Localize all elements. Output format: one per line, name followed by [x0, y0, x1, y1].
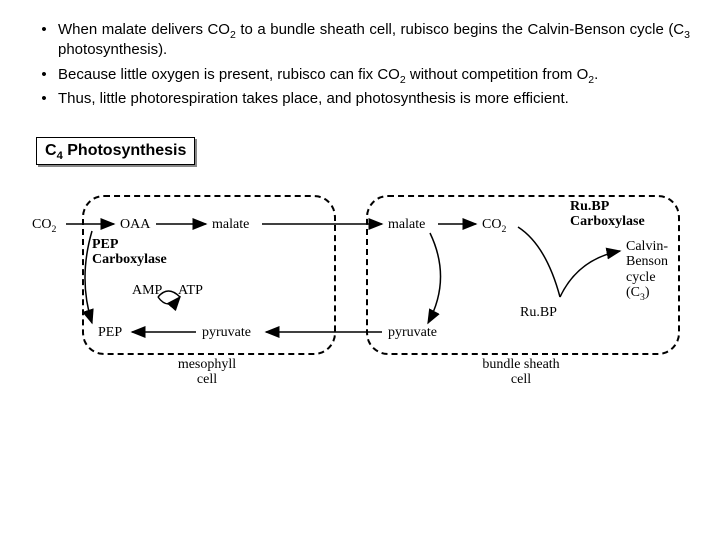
bullet-item: •Thus, little photorespiration takes pla… [30, 89, 690, 109]
title-pre: C [45, 142, 57, 159]
bullet-text: Thus, little photorespiration takes plac… [58, 89, 690, 109]
bullet-item: •When malate delivers CO2 to a bundle sh… [30, 20, 690, 61]
node-rubp: Ru.BP [520, 305, 557, 320]
bullet-mark: • [30, 20, 58, 61]
cell-label-mesophyll: mesophyllcell [157, 357, 257, 388]
node-atp: ATP [178, 283, 203, 298]
node-pep: PEP [98, 325, 122, 340]
c4-diagram: mesophyllcell bundle sheathcell CO2 OAA mala… [30, 189, 690, 409]
bullet-mark: • [30, 65, 58, 85]
node-malate_m: malate [212, 217, 249, 232]
node-amp: AMP [132, 283, 162, 298]
node-oaa: OAA [120, 217, 150, 232]
bullet-mark: • [30, 89, 58, 109]
bullet-item: •Because little oxygen is present, rubis… [30, 65, 690, 85]
node-co2_in: CO2 [32, 217, 56, 232]
title-box: C4 Photosynthesis [36, 137, 195, 165]
node-pyruvate_m: pyruvate [202, 325, 251, 340]
node-co2_b: CO2 [482, 217, 506, 232]
node-rubp_carb: Ru.BPCarboxylase [570, 199, 645, 230]
title-post: Photosynthesis [63, 142, 187, 159]
bullet-text: When malate delivers CO2 to a bundle she… [58, 20, 690, 61]
cell-label-bundle: bundle sheathcell [471, 357, 571, 388]
bullet-list: •When malate delivers CO2 to a bundle sh… [30, 20, 690, 109]
node-pyruvate_b: pyruvate [388, 325, 437, 340]
node-malate_b: malate [388, 217, 425, 232]
bullet-text: Because little oxygen is present, rubisc… [58, 65, 690, 85]
node-pep_carb: PEPCarboxylase [92, 237, 167, 268]
node-calvin: Calvin-Bensoncycle(C3) [626, 239, 668, 301]
